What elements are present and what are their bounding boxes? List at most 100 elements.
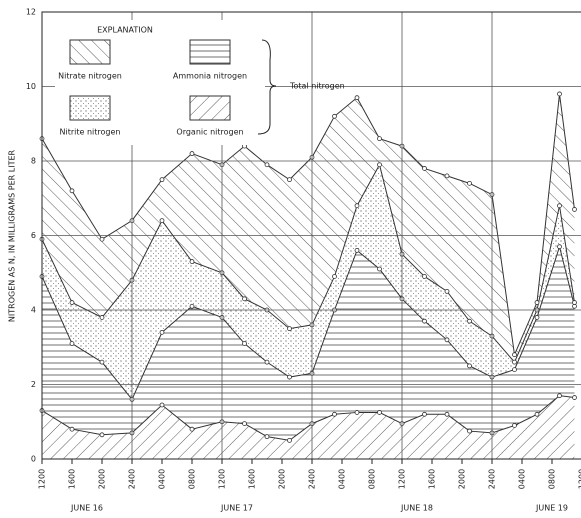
point	[99, 315, 105, 320]
point	[422, 318, 427, 324]
x-tick-label: 2000	[98, 469, 107, 489]
point	[512, 367, 517, 373]
point	[242, 296, 247, 302]
point	[99, 359, 105, 365]
point	[287, 177, 292, 183]
point	[444, 173, 450, 179]
day-label: JUNE 18	[400, 504, 433, 513]
point	[332, 113, 337, 119]
point	[557, 393, 562, 399]
legend-label: Nitrite nitrogen	[60, 128, 121, 137]
x-tick-label: 2400	[128, 469, 137, 489]
point	[557, 91, 562, 97]
y-tick-label: 0	[31, 455, 36, 464]
point	[69, 426, 75, 432]
point	[332, 411, 337, 417]
point	[189, 303, 195, 309]
y-tick-label: 10	[26, 82, 36, 91]
legend-label: Organic nitrogen	[176, 128, 243, 137]
area	[42, 246, 575, 441]
point	[467, 180, 472, 186]
legend-label: Ammonia nitrogen	[173, 72, 247, 81]
x-tick-label: 0400	[158, 469, 167, 489]
plot-area	[39, 91, 577, 459]
point	[159, 402, 165, 408]
point	[69, 188, 75, 194]
point	[534, 411, 540, 417]
point	[354, 95, 360, 101]
point	[264, 162, 270, 168]
point	[287, 326, 292, 332]
x-tick-label: 1600	[428, 469, 437, 489]
point	[467, 318, 472, 324]
point	[377, 410, 382, 415]
point	[512, 423, 517, 428]
point	[99, 236, 105, 242]
day-label: JUNE 17	[220, 504, 253, 513]
point	[422, 411, 427, 417]
x-tick-label: 0400	[518, 469, 527, 489]
point	[512, 352, 517, 358]
day-label: JUNE 16	[70, 504, 103, 513]
y-tick-label: 4	[31, 306, 36, 315]
point	[377, 162, 382, 168]
point	[99, 432, 105, 438]
point	[69, 300, 75, 305]
point	[572, 300, 577, 305]
legend-swatch	[189, 39, 231, 65]
area	[42, 164, 575, 400]
point	[287, 437, 292, 443]
point	[354, 203, 360, 209]
x-tick-label: 2000	[278, 469, 287, 489]
legend-swatch	[69, 39, 111, 65]
legend-label: Nitrate nitrogen	[58, 72, 122, 81]
point	[189, 151, 195, 156]
day-label: JUNE 19	[535, 504, 568, 513]
point	[512, 359, 517, 365]
y-axis-label: NITROGEN AS N, IN MILLIGRAMS PER LITER	[8, 149, 17, 322]
x-tick-label: 2400	[488, 469, 497, 489]
point	[189, 259, 195, 264]
point	[377, 266, 382, 272]
point	[534, 315, 540, 320]
point	[264, 359, 270, 365]
point	[557, 244, 562, 250]
y-tick-label: 6	[31, 231, 36, 240]
x-tick-label: 1600	[248, 469, 257, 489]
point	[557, 203, 562, 209]
point	[444, 337, 450, 343]
y-tick-label: 2	[31, 380, 36, 389]
x-tick-label: 1200	[218, 469, 227, 489]
x-tick-label: 0800	[368, 469, 377, 489]
x-tick-label: 0800	[188, 469, 197, 489]
legend-title: EXPLANATION	[97, 26, 153, 35]
point	[377, 136, 382, 142]
y-tick-label: 8	[31, 157, 36, 166]
point	[572, 395, 577, 400]
legend: EXPLANATION Total nitrogen Organic nitro…	[55, 20, 345, 145]
legend-swatch	[69, 95, 111, 121]
point	[69, 341, 75, 346]
point	[332, 274, 337, 279]
point	[467, 428, 472, 434]
x-tick-label: 1200	[38, 469, 47, 489]
point	[287, 374, 292, 380]
axis-frame	[41, 11, 581, 460]
point	[242, 421, 247, 427]
x-tick-label: 0400	[338, 469, 347, 489]
point	[422, 166, 427, 171]
legend-swatch	[189, 95, 231, 121]
legend-box	[55, 20, 265, 145]
point	[159, 218, 165, 224]
point	[467, 363, 472, 369]
point	[444, 288, 450, 294]
y-tick-label: 12	[26, 8, 36, 17]
point	[444, 411, 450, 417]
point	[242, 341, 247, 346]
point	[159, 329, 165, 335]
x-tick-label: 0800	[548, 469, 557, 489]
x-tick-label: 2400	[308, 469, 317, 489]
x-tick-label: 2000	[458, 469, 467, 489]
point	[534, 300, 540, 305]
point	[354, 410, 360, 415]
